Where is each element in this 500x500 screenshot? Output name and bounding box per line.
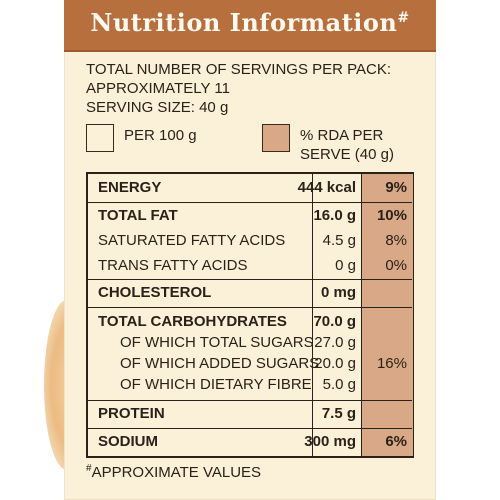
rda-column: [361, 174, 413, 456]
nutrient-amount: 5.0 g: [322, 376, 356, 393]
row-divider: [88, 400, 412, 401]
legend-rda-label: % RDA PER SERVE (40 g): [300, 127, 394, 163]
nutrient-rda: 16%: [376, 355, 407, 372]
nutrient-rda: 9%: [385, 179, 407, 196]
nutrient-name: SATURATED FATTY ACIDS: [98, 232, 286, 249]
nutrient-amount: 27.0 g: [314, 334, 356, 351]
nutrient-rda: 6%: [385, 433, 407, 450]
nutrient-name: PROTEIN: [98, 405, 165, 422]
row-divider: [88, 428, 412, 429]
footnote: #APPROXIMATE VALUES: [86, 463, 262, 481]
nutrient-name: OF WHICH ADDED SUGARS: [120, 355, 320, 372]
servings-per-pack-value: APPROXIMATELY 11: [86, 80, 230, 97]
nutrient-amount: 300 mg: [304, 433, 356, 450]
nutrient-rda: 0%: [385, 257, 407, 274]
title-banner: Nutrition Information#: [64, 0, 436, 52]
nutrient-name: TRANS FATTY ACIDS: [98, 257, 248, 274]
legend-rda-swatch: [262, 124, 290, 152]
nutrient-amount: 20.0 g: [314, 355, 356, 372]
nutrient-amount: 0 mg: [320, 284, 356, 301]
nutrient-amount: 444 kcal: [297, 179, 356, 196]
legend-per100-swatch: [86, 124, 114, 152]
nutrient-amount: 7.5 g: [321, 405, 356, 422]
serving-info: TOTAL NUMBER OF SERVINGS PER PACK: APPRO…: [86, 60, 422, 117]
nutrient-amount: 4.5 g: [322, 232, 356, 249]
amount-column-divider: [312, 174, 313, 456]
page-title: Nutrition Information#: [90, 8, 410, 37]
servings-per-pack-label: TOTAL NUMBER OF SERVINGS PER PACK:: [86, 61, 392, 78]
nutrient-name: TOTAL CARBOHYDRATES: [98, 313, 287, 330]
legend-per100-label: PER 100 g: [124, 127, 197, 144]
nutrition-table: ENERGY 444 kcal 9% TOTAL FAT 16.0 g 10% …: [86, 172, 414, 458]
nutrient-name: OF WHICH DIETARY FIBRE: [120, 376, 312, 393]
nutrient-name: ENERGY: [98, 179, 162, 196]
nutrient-name: TOTAL FAT: [98, 207, 178, 224]
nutrient-amount: 16.0 g: [313, 207, 356, 224]
row-divider: [88, 202, 412, 203]
nutrient-rda: 8%: [385, 232, 407, 249]
nutrient-name: SODIUM: [98, 433, 158, 450]
nutrient-rda: 10%: [376, 207, 407, 224]
row-divider: [88, 307, 412, 308]
nutrition-label: Nutrition Information# TOTAL NUMBER OF S…: [64, 0, 436, 500]
nutrient-name: OF WHICH TOTAL SUGARS: [120, 334, 314, 351]
nutrient-amount: 70.0 g: [313, 313, 356, 330]
serving-size: SERVING SIZE: 40 g: [86, 99, 229, 116]
row-divider: [88, 279, 412, 280]
nutrient-amount: 0 g: [335, 257, 356, 274]
nutrient-name: CHOLESTEROL: [98, 284, 212, 301]
